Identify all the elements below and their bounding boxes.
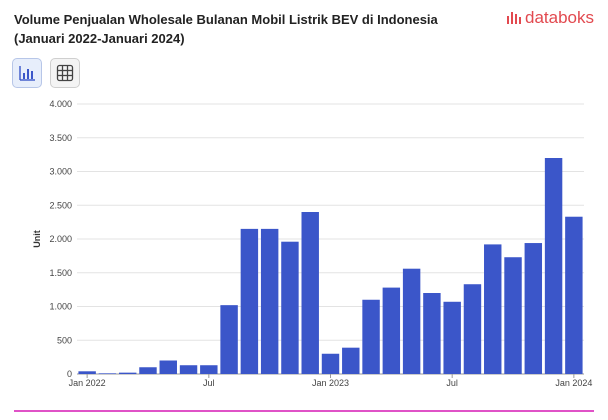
- bar[interactable]: Jul 2022: 130: [200, 365, 218, 374]
- bar[interactable]: Dec 2022: 2400: [301, 212, 319, 374]
- y-axis-label: Unit: [32, 230, 42, 248]
- bar[interactable]: Jun 2022: 130: [179, 365, 198, 374]
- y-tick-label: 3.000: [49, 167, 72, 177]
- brand-logo[interactable]: databoks: [506, 8, 594, 28]
- table-grid-icon: [56, 64, 74, 82]
- bar[interactable]: Nov 2023: 1940: [524, 243, 543, 374]
- bar[interactable]: Sep 2022: 2150: [240, 228, 259, 375]
- y-tick-label: 1.500: [49, 268, 72, 278]
- databoks-logo-icon: [507, 12, 521, 24]
- chart-title-line1: Volume Penjualan Wholesale Bulanan Mobil…: [14, 12, 438, 27]
- y-axis-ticks: 0 500 1.000 1.500 2.000 2.500 3.000 3.500 4.000: [49, 99, 72, 379]
- y-tick-label: 2.000: [49, 234, 72, 244]
- bar[interactable]: Apr 2022: 100: [139, 367, 157, 374]
- view-toolbar: [12, 58, 80, 88]
- x-tick-label: Jul: [446, 378, 458, 388]
- y-tick-label: 2.500: [49, 200, 72, 210]
- y-tick-label: 3.500: [49, 133, 72, 143]
- bar-chart-icon: [19, 66, 35, 81]
- x-tick-label: Jan 2023: [312, 378, 349, 388]
- bar[interactable]: Oct 2023: 1730: [504, 257, 522, 374]
- bar[interactable]: May 2023: 1560: [402, 268, 421, 374]
- bar[interactable]: Mar 2023: 1100: [362, 299, 380, 374]
- chart-title: Volume Penjualan Wholesale Bulanan Mobil…: [14, 10, 484, 48]
- y-tick-label: 0: [67, 369, 72, 379]
- x-axis-ticks: Jan 2022 Jul Jan 2023 Jul Jan 2024: [69, 374, 592, 388]
- x-tick-label: Jan 2024: [555, 378, 592, 388]
- y-tick-label: 1.000: [49, 302, 72, 312]
- bar[interactable]: Aug 2022: 1020: [220, 305, 238, 374]
- bar[interactable]: Jan 2023: 300: [321, 353, 340, 374]
- table-view-button[interactable]: [50, 58, 80, 88]
- brand-name: databoks: [525, 8, 594, 27]
- bar[interactable]: Jul 2023: 1070: [443, 301, 461, 374]
- bar[interactable]: Mar 2022: 20: [118, 372, 137, 374]
- bar[interactable]: Feb 2022: 10: [98, 373, 117, 374]
- bar[interactable]: Jan 2024: 2330: [565, 216, 583, 374]
- bar[interactable]: Sep 2023: 1920: [484, 244, 502, 374]
- bar[interactable]: Apr 2023: 1280: [382, 287, 401, 374]
- bar[interactable]: Nov 2022: 1960: [281, 241, 299, 374]
- chart-view-button[interactable]: [12, 58, 42, 88]
- chart-title-line2: (Januari 2022-Januari 2024): [14, 31, 185, 46]
- x-tick-label: Jan 2022: [69, 378, 106, 388]
- bar[interactable]: May 2022: 200: [159, 360, 177, 375]
- bar[interactable]: Oct 2022: 2150: [260, 228, 279, 375]
- bar[interactable]: Aug 2023: 1330: [463, 284, 482, 374]
- y-tick-label: 4.000: [49, 99, 72, 109]
- bar[interactable]: Jun 2023: 1200: [423, 293, 441, 374]
- x-tick-label: Jul: [203, 378, 215, 388]
- chart-bars: Jan 2022: 40Feb 2022: 10Mar 2022: 20Apr …: [78, 158, 583, 375]
- bar[interactable]: Jan 2022: 40: [78, 371, 96, 374]
- bar[interactable]: Feb 2023: 390: [342, 347, 360, 374]
- bar[interactable]: Dec 2023: 3200: [544, 158, 563, 374]
- accent-divider: [14, 410, 594, 412]
- y-tick-label: 500: [57, 335, 72, 345]
